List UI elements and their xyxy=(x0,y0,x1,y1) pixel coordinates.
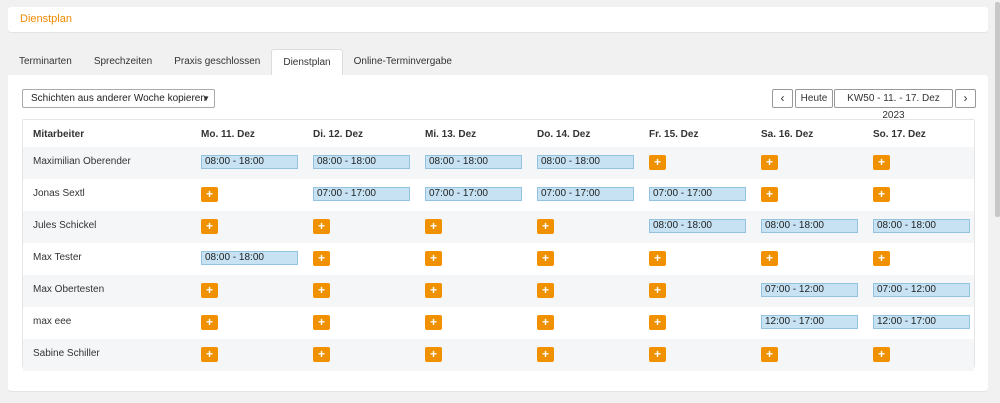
add-shift-button[interactable]: + xyxy=(313,347,330,362)
tab-bar: Terminarten Sprechzeiten Praxis geschlos… xyxy=(8,49,463,75)
shift-block[interactable]: 08:00 - 18:00 xyxy=(761,219,858,233)
add-shift-button[interactable]: + xyxy=(201,187,218,202)
add-shift-button[interactable]: + xyxy=(425,219,442,234)
column-header-day: Do. 14. Dez xyxy=(537,129,591,140)
add-shift-button[interactable]: + xyxy=(537,251,554,266)
tab-sprechzeiten[interactable]: Sprechzeiten xyxy=(93,56,153,67)
shift-block[interactable]: 07:00 - 12:00 xyxy=(761,283,858,297)
add-shift-button[interactable]: + xyxy=(649,251,666,266)
column-header-day: Fr. 15. Dez xyxy=(649,129,699,140)
employee-name: Max Tester xyxy=(33,252,82,263)
shift-block[interactable]: 12:00 - 17:00 xyxy=(873,315,970,329)
shift-block[interactable]: 08:00 - 18:00 xyxy=(313,155,410,169)
employee-name: Maximilian Oberender xyxy=(33,156,131,167)
add-shift-button[interactable]: + xyxy=(313,219,330,234)
shift-block[interactable]: 07:00 - 17:00 xyxy=(649,187,746,201)
column-header-day: Sa. 16. Dez xyxy=(761,129,814,140)
page-scrollbar[interactable] xyxy=(995,0,1000,403)
add-shift-button[interactable]: + xyxy=(761,347,778,362)
shift-block[interactable]: 08:00 - 18:00 xyxy=(873,219,970,233)
add-shift-button[interactable]: + xyxy=(537,315,554,330)
column-header-employee: Mitarbeiter xyxy=(33,129,85,140)
employee-name: Sabine Schiller xyxy=(33,348,100,359)
add-shift-button[interactable]: + xyxy=(649,155,666,170)
add-shift-button[interactable]: + xyxy=(313,251,330,266)
tab-online-terminvergabe[interactable]: Online-Terminvergabe xyxy=(353,56,452,67)
table-row: Jonas Sextl +07:00 - 17:00 07:00 - 17:00 07… xyxy=(23,179,974,211)
column-header-day: So. 17. Dez xyxy=(873,129,926,140)
dienstplan-panel: Schichten aus anderer Woche kopieren ▼ ‹… xyxy=(8,75,988,391)
add-shift-button[interactable]: + xyxy=(873,251,890,266)
add-shift-button[interactable]: + xyxy=(873,347,890,362)
tab-praxis-geschlossen[interactable]: Praxis geschlossen xyxy=(174,56,261,67)
chevron-right-icon: › xyxy=(963,91,968,105)
add-shift-button[interactable]: + xyxy=(313,283,330,298)
add-shift-button[interactable]: + xyxy=(425,251,442,266)
add-shift-button[interactable]: + xyxy=(761,187,778,202)
today-button[interactable]: Heute xyxy=(795,89,833,108)
add-shift-button[interactable]: + xyxy=(425,315,442,330)
add-shift-button[interactable]: + xyxy=(537,219,554,234)
copy-shifts-select-value: Schichten aus anderer Woche kopieren xyxy=(31,93,206,104)
table-row: Sabine Schiller + + + + + + + xyxy=(23,339,974,371)
shift-block[interactable]: 08:00 - 18:00 xyxy=(537,155,634,169)
shift-block[interactable]: 08:00 - 18:00 xyxy=(425,155,522,169)
shift-block[interactable]: 08:00 - 18:00 xyxy=(201,155,298,169)
chevron-left-icon: ‹ xyxy=(780,91,785,105)
add-shift-button[interactable]: + xyxy=(201,283,218,298)
add-shift-button[interactable]: + xyxy=(649,347,666,362)
table-header-row: Mitarbeiter Mo. 11. Dez Di. 12. Dez Mi. 13.… xyxy=(23,120,974,147)
tab-dienstplan[interactable]: Dienstplan xyxy=(271,49,343,75)
week-navigation: ‹ Heute KW50 - 11. - 17. Dez 2023 › xyxy=(772,89,976,121)
add-shift-button[interactable]: + xyxy=(201,347,218,362)
add-shift-button[interactable]: + xyxy=(761,155,778,170)
table-row: Jules Schickel + + + +08:00 - 18:00 08:00 - 1… xyxy=(23,211,974,243)
shift-block[interactable]: 08:00 - 18:00 xyxy=(649,219,746,233)
add-shift-button[interactable]: + xyxy=(537,347,554,362)
chevron-down-icon: ▼ xyxy=(202,94,210,103)
table-row: max eee + + + + +12:00 - 17:00 12:00 - 17:00 xyxy=(23,307,974,339)
column-header-day: Mo. 11. Dez xyxy=(201,129,255,140)
employee-name: max eee xyxy=(33,316,72,327)
page-title: Dienstplan xyxy=(20,13,72,25)
add-shift-button[interactable]: + xyxy=(873,187,890,202)
tab-terminarten[interactable]: Terminarten xyxy=(19,56,72,67)
add-shift-button[interactable]: + xyxy=(425,283,442,298)
add-shift-button[interactable]: + xyxy=(201,219,218,234)
add-shift-button[interactable]: + xyxy=(313,315,330,330)
table-row: Max Tester 08:00 - 18:00 + + + + + + xyxy=(23,243,974,275)
column-header-day: Di. 12. Dez xyxy=(313,129,364,140)
prev-week-button[interactable]: ‹ xyxy=(772,89,793,108)
employee-name: Jules Schickel xyxy=(33,220,97,231)
shift-block[interactable]: 08:00 - 18:00 xyxy=(201,251,298,265)
add-shift-button[interactable]: + xyxy=(425,347,442,362)
scrollbar-thumb[interactable] xyxy=(995,2,1000,217)
table-row: Maximilian Oberender 08:00 - 18:00 08:00 -… xyxy=(23,147,974,179)
add-shift-button[interactable]: + xyxy=(761,251,778,266)
add-shift-button[interactable]: + xyxy=(649,315,666,330)
table-row: Max Obertesten + + + + +07:00 - 12:00 07:00 - … xyxy=(23,275,974,307)
add-shift-button[interactable]: + xyxy=(873,155,890,170)
employee-name: Jonas Sextl xyxy=(33,188,85,199)
shift-block[interactable]: 07:00 - 17:00 xyxy=(425,187,522,201)
shift-block[interactable]: 07:00 - 12:00 xyxy=(873,283,970,297)
copy-shifts-select[interactable]: Schichten aus anderer Woche kopieren ▼ xyxy=(22,89,215,108)
schedule-table: Mitarbeiter Mo. 11. Dez Di. 12. Dez Mi. 13.… xyxy=(22,119,975,371)
week-range-button[interactable]: KW50 - 11. - 17. Dez 2023 xyxy=(834,89,953,121)
shift-block[interactable]: 12:00 - 17:00 xyxy=(761,315,858,329)
employee-name: Max Obertesten xyxy=(33,284,105,295)
next-week-button[interactable]: › xyxy=(955,89,976,108)
add-shift-button[interactable]: + xyxy=(649,283,666,298)
column-header-day: Mi. 13. Dez xyxy=(425,129,477,140)
shift-block[interactable]: 07:00 - 17:00 xyxy=(537,187,634,201)
shift-block[interactable]: 07:00 - 17:00 xyxy=(313,187,410,201)
add-shift-button[interactable]: + xyxy=(537,283,554,298)
page-header: Dienstplan xyxy=(8,7,988,32)
add-shift-button[interactable]: + xyxy=(201,315,218,330)
